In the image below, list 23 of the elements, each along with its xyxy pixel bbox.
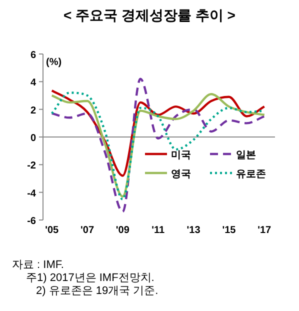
y-tick-label: -2 <box>27 160 36 172</box>
y-tick-label: 6 <box>30 50 36 61</box>
legend-label: 유로존 <box>236 169 266 180</box>
y-tick-label: 2 <box>30 105 36 116</box>
y-tick-label: -6 <box>27 216 36 227</box>
x-tick-label: '09 <box>116 225 130 236</box>
y-tick-label: 4 <box>30 78 36 89</box>
y-tick-label: 0 <box>30 133 36 144</box>
x-tick-label: '11 <box>152 225 166 236</box>
text: 자료 : IMF. <box>12 259 64 271</box>
legend-label: 영국 <box>171 169 191 180</box>
text: 주1) 2017년은 IMF전망치. <box>26 272 154 284</box>
y-axis-title: (%) <box>46 57 62 68</box>
y-tick-label: -4 <box>27 188 36 200</box>
x-tick-label: '05 <box>45 225 60 236</box>
chart-title: < 주요국 경제성장률 추이 > <box>64 7 236 23</box>
legend-label: 미국 <box>171 150 191 161</box>
legend-label: 일본 <box>236 150 256 161</box>
x-tick-label: '17 <box>258 225 272 236</box>
x-tick-label: '15 <box>222 225 236 236</box>
x-tick-label: '13 <box>186 225 201 236</box>
text: 2) 유로존은 19개국 기준. <box>36 285 158 297</box>
x-tick-label: '07 <box>80 225 94 236</box>
